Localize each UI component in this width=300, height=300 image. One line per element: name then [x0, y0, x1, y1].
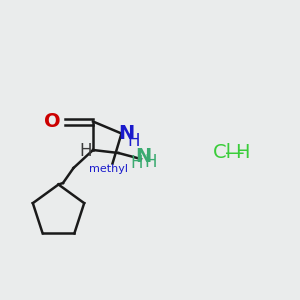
Text: N: N — [135, 147, 152, 166]
Text: O: O — [44, 112, 61, 131]
Text: —: — — [225, 143, 244, 163]
Text: H: H — [79, 142, 92, 160]
Text: H: H — [127, 132, 140, 150]
Text: H: H — [145, 153, 157, 171]
Text: H: H — [235, 143, 250, 163]
Text: H: H — [130, 154, 143, 172]
Text: Cl: Cl — [212, 143, 232, 163]
Text: methyl: methyl — [88, 164, 128, 175]
Text: N: N — [118, 124, 134, 143]
